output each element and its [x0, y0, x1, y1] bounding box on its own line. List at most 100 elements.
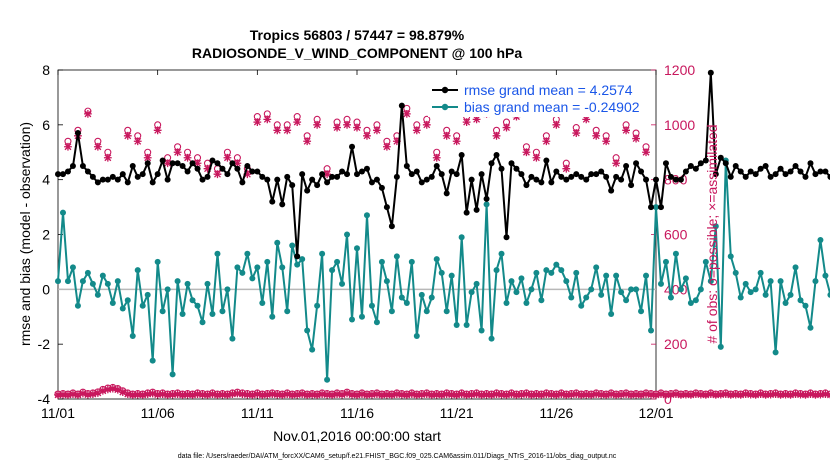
rmse-point [757, 165, 764, 172]
rmse-point [319, 171, 326, 178]
obs-assimilated-marker [98, 386, 107, 395]
obs-assimilated-marker [582, 390, 591, 399]
rmse-point [777, 165, 784, 172]
y-tick-label-right: 600 [664, 227, 688, 243]
obs-assimilated-marker [667, 390, 675, 399]
bias-point [373, 319, 380, 326]
obs-assimilated-marker [74, 390, 82, 399]
bias-point [468, 289, 475, 296]
obs-assimilated-marker [632, 134, 640, 143]
bias-point [558, 267, 565, 274]
obs-assimilated-marker [462, 118, 471, 126]
bias-point [608, 311, 615, 318]
obs-assimilated-marker [233, 389, 242, 398]
obs-assimilated-marker [746, 390, 755, 399]
obs-assimilated-marker [193, 159, 202, 168]
bias-point [259, 300, 266, 307]
bias-point [687, 300, 694, 307]
obs-assimilated-marker [647, 390, 655, 399]
rmse-point [358, 168, 365, 175]
bias-point [398, 294, 405, 301]
bias-point [59, 209, 66, 216]
bias-point [732, 269, 739, 276]
rmse-point [747, 168, 754, 175]
obs-assimilated-marker [776, 390, 785, 399]
bias-point [279, 264, 286, 271]
bias-point [573, 269, 580, 276]
rmse-point [169, 160, 176, 167]
rmse-point [543, 157, 550, 164]
obs-assimilated-marker [482, 390, 491, 399]
obs-assimilated-marker [363, 131, 371, 140]
obs-assimilated-marker [253, 118, 262, 126]
obs-assimilated-marker [343, 120, 351, 129]
rmse-point [628, 182, 635, 189]
bias-point [69, 264, 76, 271]
obs-assimilated-marker [617, 390, 626, 399]
bias-point [314, 302, 321, 309]
bias-point [408, 258, 415, 265]
bias-point [418, 291, 425, 298]
rmse-point [84, 168, 91, 175]
bias-point [618, 289, 625, 296]
obs-assimilated-marker [597, 390, 606, 399]
obs-assimilated-marker [64, 142, 72, 151]
rmse-point [802, 173, 809, 180]
bias-point [767, 278, 774, 285]
rmse-point [817, 168, 824, 175]
rmse-point [782, 171, 789, 178]
bias-point [84, 269, 91, 276]
obs-assimilated-marker [103, 385, 112, 394]
rmse-point [438, 171, 445, 178]
rmse-point [368, 179, 375, 186]
obs-assimilated-marker [592, 131, 601, 140]
bias-point [443, 308, 450, 315]
obs-assimilated-marker [148, 389, 157, 398]
obs-assimilated-marker [163, 390, 172, 399]
bias-point [234, 264, 241, 271]
rmse-point [224, 171, 231, 178]
rmse-point [513, 165, 520, 172]
obs-assimilated-marker [532, 153, 541, 162]
obs-assimilated-marker [637, 390, 645, 399]
bias-point [543, 267, 550, 274]
bias-point [229, 335, 236, 342]
rmse-point [244, 162, 251, 169]
rmse-point [398, 102, 405, 109]
obs-assimilated-marker [791, 390, 800, 398]
obs-assimilated-marker [761, 390, 770, 399]
rmse-point [573, 171, 580, 178]
obs-assimilated-marker [138, 390, 147, 399]
legend-box [428, 79, 650, 117]
rmse-point [682, 168, 689, 175]
obs-assimilated-marker [701, 390, 710, 399]
obs-assimilated-marker [353, 123, 361, 132]
obs-assimilated-marker [706, 390, 715, 398]
bias-point [827, 291, 830, 298]
obs-assimilated-marker [118, 388, 127, 397]
obs-assimilated-marker [711, 390, 720, 399]
chart-title-line1: Tropics 56803 / 57447 = 98.879% [250, 27, 465, 43]
obs-assimilated-marker [278, 390, 287, 399]
bias-point [94, 291, 101, 298]
bias-point [672, 250, 679, 257]
obs-assimilated-marker [447, 390, 456, 399]
obs-assimilated-marker [766, 390, 775, 399]
rmse-point [139, 171, 146, 178]
bias-point [284, 308, 291, 315]
rmse-point [498, 165, 505, 172]
obs-assimilated-marker [821, 390, 830, 398]
rmse-point [618, 176, 625, 183]
obs-assimilated-marker [243, 390, 252, 399]
obs-assimilated-marker [417, 390, 426, 399]
rmse-point [623, 162, 630, 169]
obs-assimilated-marker [452, 390, 461, 399]
x-tick-label: 12/01 [638, 405, 673, 421]
bias-point [99, 272, 106, 279]
obs-assimilated-marker [562, 164, 571, 173]
obs-assimilated-marker [84, 109, 92, 118]
obs-assimilated-marker [731, 390, 740, 399]
rmse-point [787, 168, 794, 175]
rmse-point [608, 187, 615, 194]
rmse-point [553, 168, 560, 175]
